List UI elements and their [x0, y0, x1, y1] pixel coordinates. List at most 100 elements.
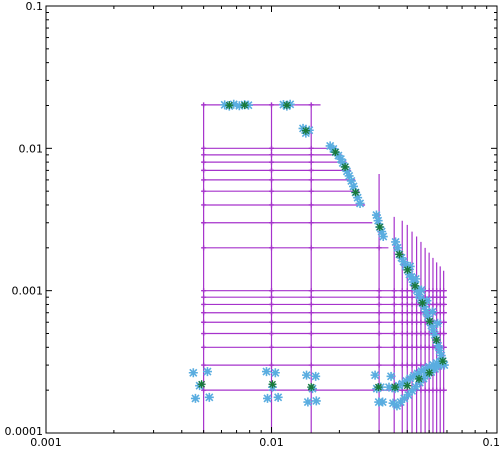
- data-point: [191, 394, 200, 403]
- bar-intersection-mark: [309, 168, 314, 173]
- bar-intersection-mark: [405, 363, 410, 368]
- bar-intersection-mark: [377, 345, 382, 350]
- bar-intersection-mark: [414, 345, 419, 350]
- bar-intersection-mark: [405, 310, 410, 315]
- fit-point: [268, 380, 276, 388]
- bar-intersection-mark: [414, 331, 419, 336]
- data-point: [262, 367, 271, 376]
- bar-intersection-mark: [269, 202, 274, 207]
- bar-intersection-mark: [441, 288, 446, 293]
- data-point: [263, 394, 272, 403]
- fit-point: [198, 380, 206, 388]
- bar-intersection-mark: [392, 288, 397, 293]
- y-tick-label: 0.01: [19, 142, 44, 155]
- bar-intersection-mark: [269, 302, 274, 307]
- bar-intersection-mark: [269, 152, 274, 157]
- bar-intersection-mark: [201, 320, 206, 325]
- bar-intersection-mark: [400, 345, 405, 350]
- bar-intersection-mark: [201, 363, 206, 368]
- bar-intersection-mark: [392, 345, 397, 350]
- bar-intersection-mark: [392, 302, 397, 307]
- bar-intersection-mark: [309, 152, 314, 157]
- bar-intersection-mark: [441, 310, 446, 315]
- bar-intersection-mark: [400, 310, 405, 315]
- bar-intersection-mark: [309, 245, 314, 250]
- bar-intersection-mark: [405, 302, 410, 307]
- data-point: [302, 371, 311, 380]
- data-point: [303, 398, 312, 407]
- bar-intersection-mark: [377, 310, 382, 315]
- bar-intersection-mark: [269, 345, 274, 350]
- bar-intersection-mark: [269, 288, 274, 293]
- bar-intersection-mark: [392, 331, 397, 336]
- x-tick-label: 0.1: [483, 436, 500, 447]
- fit-point: [302, 127, 310, 135]
- bar-intersection-mark: [400, 295, 405, 300]
- bar-intersection-mark: [269, 160, 274, 165]
- bar-intersection-mark: [201, 245, 206, 250]
- fit-point: [439, 357, 447, 365]
- bar-intersection-mark: [309, 295, 314, 300]
- bar-intersection-mark: [309, 302, 314, 307]
- bar-intersection-mark: [309, 189, 314, 194]
- bar-intersection-mark: [309, 320, 314, 325]
- bar-intersection-mark: [309, 331, 314, 336]
- bar-intersection-mark: [410, 295, 415, 300]
- data-point: [428, 307, 437, 316]
- fit-point: [411, 282, 419, 290]
- bar-intersection-mark: [269, 320, 274, 325]
- bar-intersection-mark: [441, 295, 446, 300]
- bar-intersection-mark: [441, 331, 446, 336]
- bar-intersection-mark: [201, 295, 206, 300]
- bar-intersection-mark: [400, 331, 405, 336]
- bar-intersection-mark: [269, 363, 274, 368]
- bar-intersection-mark: [392, 320, 397, 325]
- fit-point: [374, 383, 382, 391]
- bar-intersection-mark: [414, 363, 419, 368]
- bar-intersection-mark: [400, 302, 405, 307]
- bar-intersection-mark: [309, 220, 314, 225]
- bar-intersection-mark: [309, 202, 314, 207]
- bar-intersection-mark: [269, 295, 274, 300]
- data-point: [433, 319, 442, 328]
- bar-intersection-mark: [410, 363, 415, 368]
- bar-intersection-mark: [309, 160, 314, 165]
- bar-intersection-mark: [309, 310, 314, 315]
- bar-intersection-mark: [405, 320, 410, 325]
- bar-intersection-mark: [405, 288, 410, 293]
- bar-intersection-mark: [410, 331, 415, 336]
- data-point: [371, 371, 380, 380]
- fit-point: [425, 369, 433, 377]
- bar-intersection-mark: [201, 146, 206, 151]
- bar-intersection-mark: [269, 245, 274, 250]
- data-point: [417, 286, 426, 295]
- data-point: [274, 393, 283, 402]
- data-point: [387, 372, 396, 381]
- fit-point: [225, 101, 233, 109]
- data-point: [189, 368, 198, 377]
- data-point: [378, 398, 387, 407]
- fit-point: [352, 188, 360, 196]
- bar-intersection-mark: [405, 331, 410, 336]
- fit-point: [241, 101, 249, 109]
- fit-point: [418, 299, 426, 307]
- fit-point: [432, 336, 440, 344]
- bar-intersection-mark: [269, 177, 274, 182]
- data-point: [205, 393, 214, 402]
- bar-intersection-mark: [377, 320, 382, 325]
- data-point: [393, 243, 402, 252]
- fit-point: [283, 101, 291, 109]
- x-tick-label: 0.01: [259, 436, 284, 447]
- bar-intersection-mark: [269, 189, 274, 194]
- bar-intersection-mark: [392, 310, 397, 315]
- bar-intersection-mark: [201, 331, 206, 336]
- fit-point: [391, 383, 399, 391]
- bar-intersection-mark: [201, 220, 206, 225]
- fit-point: [404, 266, 412, 274]
- bar-intersection-mark: [377, 295, 382, 300]
- bar-intersection-mark: [309, 345, 314, 350]
- fit-point: [426, 317, 434, 325]
- bar-intersection-mark: [414, 310, 419, 315]
- bar-intersection-mark: [201, 345, 206, 350]
